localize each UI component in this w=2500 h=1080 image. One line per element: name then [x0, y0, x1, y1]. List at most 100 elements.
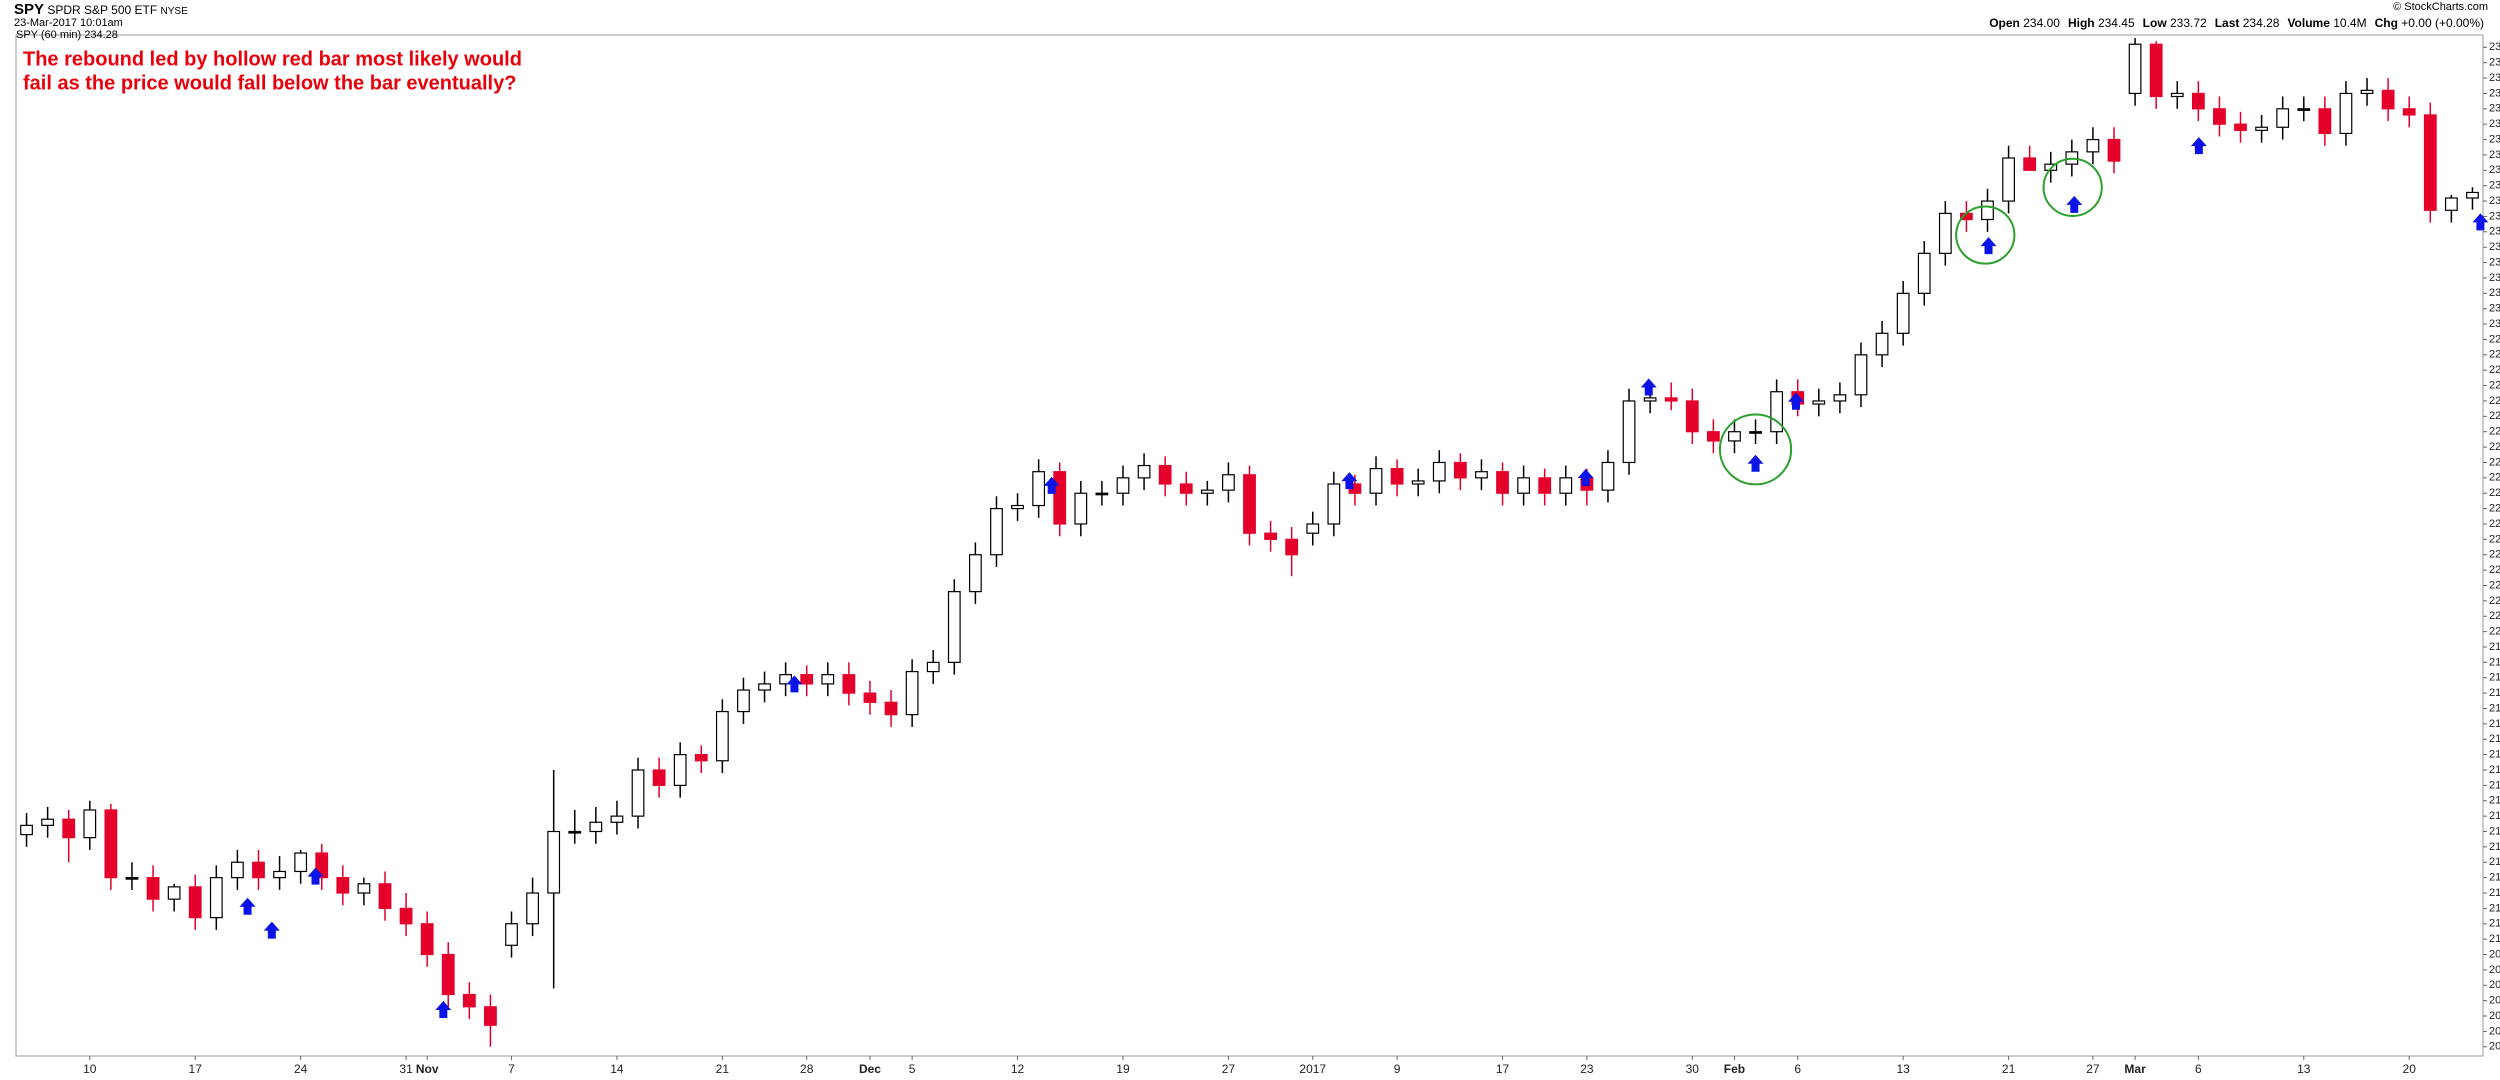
candle-body — [357, 883, 371, 894]
y-tick-label: 229.0 — [2489, 349, 2500, 361]
x-tick-label: 13 — [2297, 1062, 2311, 1076]
quote-value: 234.45 — [2097, 16, 2135, 30]
y-tick-label: 226.0 — [2489, 441, 2500, 453]
y-tick-label: 218.5 — [2489, 672, 2500, 684]
x-tick-label: Mar — [2124, 1062, 2146, 1076]
candle-body — [1074, 492, 1088, 525]
candle-body — [41, 818, 55, 826]
quote-value: 234.00 — [2023, 16, 2060, 30]
candle-body — [1601, 461, 1615, 491]
candle-body — [1158, 464, 1172, 485]
y-tick-label: 210.5 — [2489, 918, 2500, 930]
candle-body — [441, 953, 455, 996]
quote-bar: Open 234.00 High 234.45 Low 233.72 Last 234… — [1981, 16, 2484, 30]
y-tick-label: 229.5 — [2489, 333, 2500, 345]
x-tick-label: 14 — [610, 1062, 624, 1076]
marker-arrow — [263, 921, 280, 939]
y-tick-label: 214.5 — [2489, 795, 2500, 807]
marker-arrow — [1980, 237, 1997, 255]
quote-label: Chg — [2374, 16, 2398, 30]
x-tick-label: Feb — [1724, 1062, 1745, 1076]
plot-frame — [15, 34, 2484, 1057]
y-tick-label: 230.0 — [2489, 318, 2500, 330]
candle-body — [1264, 532, 1277, 540]
marker-arrow — [1043, 476, 1060, 494]
candle-body — [1137, 464, 1151, 479]
y-tick-label: 233.0 — [2489, 226, 2500, 238]
candle-body — [209, 877, 223, 919]
y-tick-label: 234.0 — [2489, 195, 2500, 207]
candle-body — [1116, 477, 1130, 494]
candle-body — [1770, 391, 1784, 433]
candle-body — [1643, 397, 1657, 402]
candle-body — [1559, 477, 1573, 494]
candle-body — [1327, 483, 1341, 525]
y-tick-label: 208.5 — [2489, 979, 2500, 991]
candle-body — [947, 591, 961, 663]
y-tick-label: 215.5 — [2489, 764, 2500, 776]
candle-body — [2170, 92, 2184, 98]
candle-body — [230, 861, 244, 879]
y-tick-label: 230.5 — [2489, 303, 2500, 315]
marker-arrow — [1577, 468, 1594, 486]
x-tick-label: 9 — [1394, 1062, 1401, 1076]
x-tick-label: 17 — [189, 1062, 203, 1076]
candle-body — [715, 710, 729, 762]
candle-body — [399, 907, 413, 925]
candle-body — [2128, 43, 2142, 95]
candle-body — [737, 689, 750, 713]
candle-body — [1517, 477, 1531, 494]
candle-body — [1475, 471, 1488, 479]
y-tick-label: 208.0 — [2489, 995, 2500, 1007]
candle-body — [2402, 108, 2416, 116]
candle-body — [125, 877, 139, 880]
annotation: fail as the price would fall below the b… — [23, 72, 516, 94]
candle-body — [1032, 471, 1046, 507]
x-tick-label: 31 — [399, 1062, 413, 1076]
x-tick-label: 27 — [1222, 1062, 1236, 1076]
y-tick-label: 220.5 — [2489, 610, 2500, 622]
y-tick-label: 238.5 — [2489, 57, 2500, 69]
highlight-circle — [2042, 157, 2103, 217]
y-tick-label: 236.0 — [2489, 133, 2500, 145]
candle-body — [589, 821, 603, 833]
quote-label: Volume — [2287, 16, 2330, 30]
candle-body — [1833, 394, 1847, 402]
candle-body — [1749, 431, 1762, 434]
candle-body — [462, 993, 476, 1008]
candle-body — [758, 683, 771, 691]
marker-arrow — [1747, 454, 1764, 472]
candle-body — [1496, 471, 1509, 494]
candle-body — [62, 818, 76, 839]
y-tick-label: 228.0 — [2489, 379, 2500, 391]
security-name: SPDR S&P 500 ETF — [47, 3, 158, 17]
y-tick-label: 219.5 — [2489, 641, 2500, 653]
y-tick-label: 237.5 — [2489, 87, 2500, 99]
x-tick-label: 17 — [1496, 1062, 1510, 1076]
candle-body — [273, 870, 286, 879]
candle-body — [1390, 468, 1404, 485]
candle-body — [1411, 480, 1425, 485]
x-tick-label: 30 — [1686, 1062, 1700, 1076]
candle-body — [1222, 474, 1235, 491]
y-tick-label: 218.0 — [2489, 687, 2500, 699]
marker-arrow — [307, 867, 324, 885]
y-tick-label: 222.5 — [2489, 549, 2500, 561]
candle-body — [252, 861, 265, 879]
candle-body — [1685, 400, 1699, 433]
x-tick-label: 24 — [294, 1062, 308, 1076]
candle-body — [1200, 489, 1214, 494]
x-tick-label: 19 — [1116, 1062, 1130, 1076]
x-tick-label: 27 — [2086, 1062, 2100, 1076]
candle-body — [1981, 200, 1994, 221]
candle-body — [1095, 492, 1109, 496]
marker-arrow — [1787, 392, 1804, 410]
candle-body — [884, 701, 898, 716]
y-tick-label: 213.5 — [2489, 825, 2500, 837]
y-tick-label: 237.0 — [2489, 103, 2500, 115]
candle-body — [1728, 431, 1741, 442]
candle-body — [1432, 461, 1446, 482]
y-tick-label: 239.0 — [2489, 41, 2500, 53]
candle-body — [1896, 292, 1910, 334]
